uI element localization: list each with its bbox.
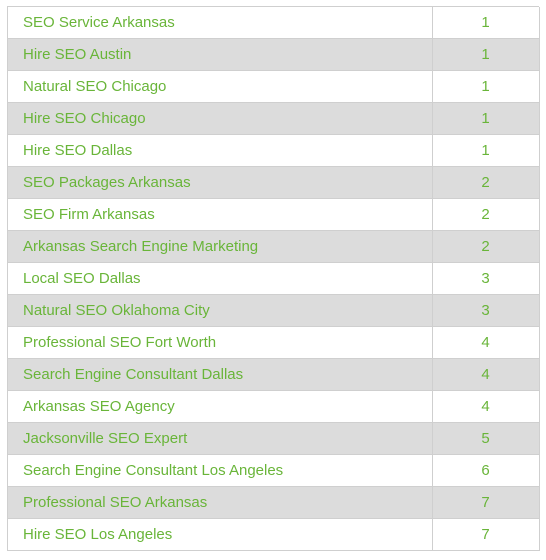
rank-cell: 5 [432, 422, 540, 455]
keyword-cell: Hire SEO Chicago [8, 102, 433, 135]
rank-cell: 1 [432, 38, 540, 71]
rankings-table: SEO Service Arkansas 1 Hire SEO Austin 1… [8, 7, 540, 551]
keyword-cell: SEO Firm Arkansas [8, 198, 433, 231]
keyword-cell: Hire SEO Dallas [8, 134, 433, 167]
keyword-cell: Search Engine Consultant Dallas [8, 358, 433, 391]
keyword-cell: Arkansas Search Engine Marketing [8, 230, 433, 263]
rank-cell: 4 [432, 390, 540, 423]
rank-cell: 2 [432, 230, 540, 263]
rankings-table-container: SEO Service Arkansas 1 Hire SEO Austin 1… [7, 6, 540, 551]
table-row: Search Engine Consultant Los Angeles 6 [8, 454, 540, 487]
keyword-cell: Arkansas SEO Agency [8, 390, 433, 423]
rank-cell: 7 [432, 518, 540, 551]
rank-cell: 4 [432, 326, 540, 359]
keyword-cell: Professional SEO Fort Worth [8, 326, 433, 359]
table-row: Hire SEO Austin 1 [8, 38, 540, 71]
table-row: Arkansas SEO Agency 4 [8, 390, 540, 423]
table-row: Jacksonville SEO Expert 5 [8, 422, 540, 455]
keyword-cell: SEO Packages Arkansas [8, 166, 433, 199]
rank-cell: 2 [432, 198, 540, 231]
table-row: Search Engine Consultant Dallas 4 [8, 358, 540, 391]
rank-cell: 2 [432, 166, 540, 199]
keyword-cell: Local SEO Dallas [8, 262, 433, 295]
keyword-cell: Natural SEO Oklahoma City [8, 294, 433, 327]
table-row: Natural SEO Chicago 1 [8, 70, 540, 103]
rank-cell: 4 [432, 358, 540, 391]
keyword-cell: SEO Service Arkansas [8, 7, 433, 39]
keyword-cell: Professional SEO Arkansas [8, 486, 433, 519]
rank-cell: 6 [432, 454, 540, 487]
table-row: SEO Packages Arkansas 2 [8, 166, 540, 199]
rank-cell: 3 [432, 294, 540, 327]
table-row: Local SEO Dallas 3 [8, 262, 540, 295]
rank-cell: 1 [432, 134, 540, 167]
keyword-cell: Jacksonville SEO Expert [8, 422, 433, 455]
table-row: SEO Firm Arkansas 2 [8, 198, 540, 231]
rankings-table-body: SEO Service Arkansas 1 Hire SEO Austin 1… [8, 7, 540, 551]
table-row: Professional SEO Arkansas 7 [8, 486, 540, 519]
keyword-cell: Natural SEO Chicago [8, 70, 433, 103]
table-row: SEO Service Arkansas 1 [8, 7, 540, 39]
rank-cell: 1 [432, 70, 540, 103]
rank-cell: 7 [432, 486, 540, 519]
rank-cell: 1 [432, 7, 540, 39]
rank-cell: 1 [432, 102, 540, 135]
table-row: Hire SEO Los Angeles 7 [8, 518, 540, 551]
rank-cell: 3 [432, 262, 540, 295]
table-row: Hire SEO Dallas 1 [8, 134, 540, 167]
table-row: Arkansas Search Engine Marketing 2 [8, 230, 540, 263]
table-row: Hire SEO Chicago 1 [8, 102, 540, 135]
keyword-cell: Hire SEO Austin [8, 38, 433, 71]
keyword-cell: Search Engine Consultant Los Angeles [8, 454, 433, 487]
keyword-cell: Hire SEO Los Angeles [8, 518, 433, 551]
table-row: Natural SEO Oklahoma City 3 [8, 294, 540, 327]
table-row: Professional SEO Fort Worth 4 [8, 326, 540, 359]
